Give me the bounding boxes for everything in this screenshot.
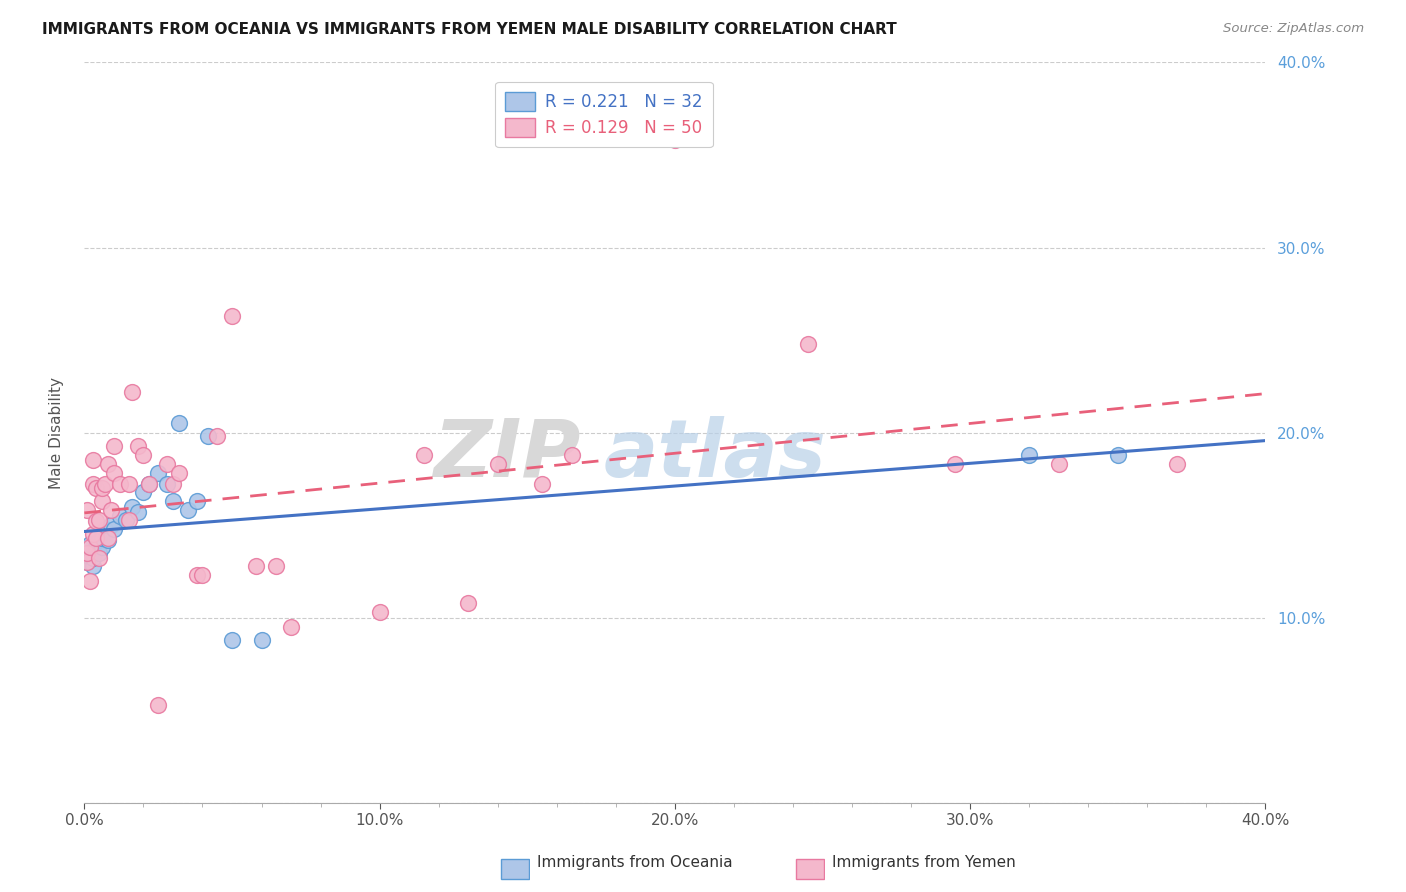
Point [191,568,214,582]
Point [1107,448,1129,462]
Point [148,698,170,712]
Point [138,477,160,491]
Text: atlas: atlas [605,416,827,494]
Point [121,500,143,514]
Point [89,551,111,566]
Point [167,467,190,481]
Legend: R = 0.221   N = 32, R = 0.129   N = 50: R = 0.221 N = 32, R = 0.129 N = 50 [495,82,713,147]
Point [82,551,104,566]
Point [103,439,125,453]
Point [82,558,104,573]
Point [91,531,114,545]
Point [138,477,160,491]
Point [162,477,184,491]
Point [118,477,141,491]
Point [132,448,155,462]
Point [103,522,125,536]
Bar [501,859,529,879]
Bar [796,859,824,879]
Point [486,457,509,471]
Point [264,558,288,573]
Point [100,503,122,517]
Point [121,384,143,399]
Point [97,533,120,547]
Point [97,531,120,545]
Point [82,477,104,491]
Text: ZIP: ZIP [433,416,581,494]
Point [84,541,107,555]
Point [79,541,101,555]
Point [413,448,436,462]
Point [186,568,208,582]
Point [76,546,98,560]
Point [127,439,149,453]
Point [91,481,114,495]
Point [94,522,117,536]
Point [79,549,101,564]
Point [1018,448,1040,462]
Point [280,620,302,634]
Point [1166,457,1188,471]
Point [82,527,104,541]
Point [945,457,967,471]
Point [114,513,136,527]
Point [127,505,149,519]
Point [197,429,219,443]
Point [84,531,107,545]
Point [167,417,190,431]
Point [84,481,107,495]
Point [89,513,111,527]
Point [245,558,267,573]
Point [530,477,553,491]
Point [79,574,101,588]
Point [457,596,479,610]
Point [82,453,104,467]
Point [156,457,179,471]
Point [89,533,111,547]
Point [79,537,101,551]
Point [108,477,131,491]
Point [103,467,125,481]
Text: Immigrants from Yemen: Immigrants from Yemen [832,855,1017,870]
Point [118,513,141,527]
Text: IMMIGRANTS FROM OCEANIA VS IMMIGRANTS FROM YEMEN MALE DISABILITY CORRELATION CHA: IMMIGRANTS FROM OCEANIA VS IMMIGRANTS FR… [42,22,897,37]
Point [221,309,243,323]
Point [664,133,686,147]
Y-axis label: Male Disability: Male Disability [49,376,63,489]
Point [162,494,184,508]
Point [796,336,818,351]
Text: Immigrants from Oceania: Immigrants from Oceania [537,855,733,870]
Point [100,518,122,533]
Point [250,632,273,647]
Point [205,429,228,443]
Point [368,605,391,619]
Point [156,477,179,491]
Point [97,457,120,471]
Point [221,632,243,647]
Point [89,546,111,560]
Point [177,503,200,517]
Point [1047,457,1070,471]
Point [84,515,107,529]
Text: Source: ZipAtlas.com: Source: ZipAtlas.com [1223,22,1364,36]
Point [108,508,131,523]
Point [76,546,98,560]
Point [560,448,583,462]
Point [76,503,98,517]
Point [148,467,170,481]
Point [94,477,117,491]
Point [186,494,208,508]
Point [132,484,155,499]
Point [76,555,98,569]
Point [91,541,114,555]
Point [76,555,98,569]
Point [91,494,114,508]
